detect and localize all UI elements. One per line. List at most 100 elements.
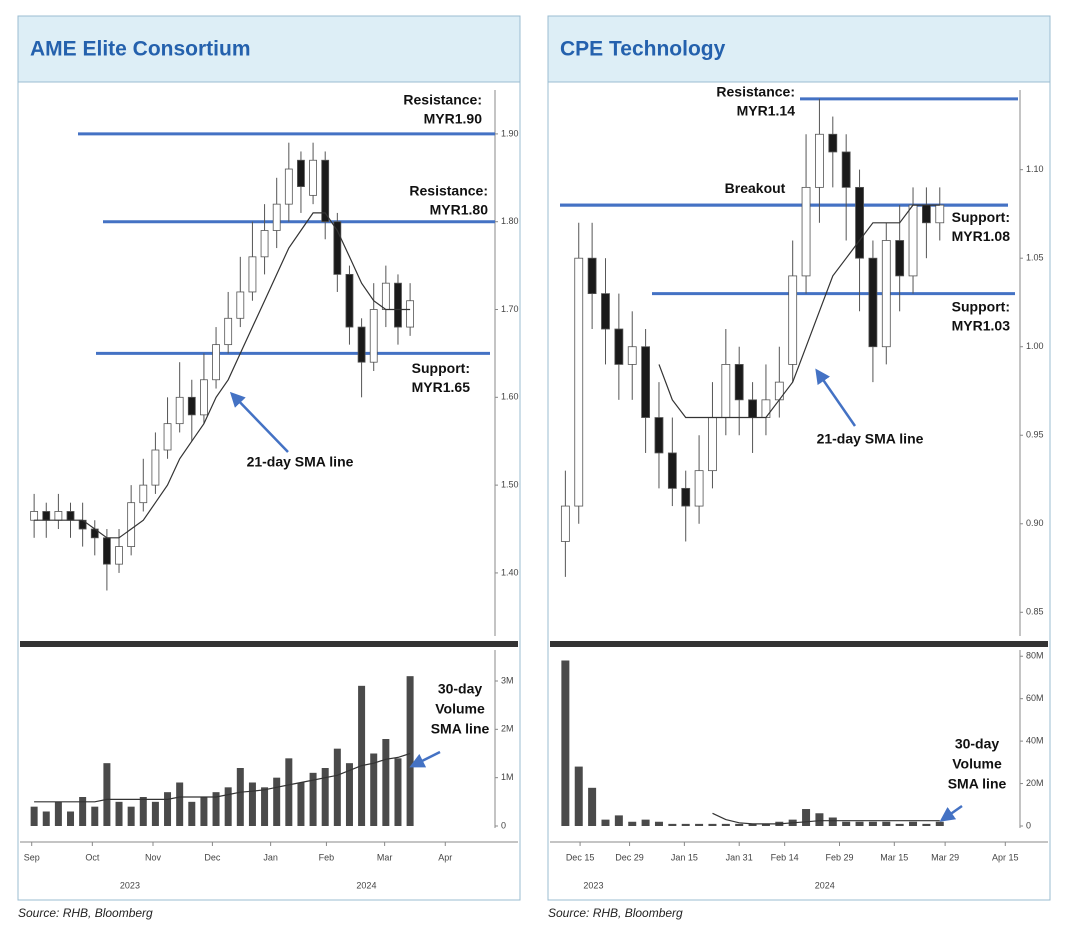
candle-body bbox=[139, 484, 148, 504]
volume-bar bbox=[127, 806, 135, 826]
candle-body bbox=[357, 326, 366, 363]
volume-bar bbox=[394, 758, 402, 826]
volume-bar bbox=[601, 819, 610, 826]
volume-bar bbox=[321, 768, 329, 826]
candle-body bbox=[587, 257, 597, 295]
volume-bar bbox=[297, 782, 305, 826]
volume-bar bbox=[708, 823, 717, 826]
candle-body bbox=[774, 381, 784, 401]
chart-panel: CPE Technology Source: RHB, Bloomberg 0.85… bbox=[547, 15, 1051, 920]
candle-body bbox=[788, 275, 798, 365]
y-tick-label: 0.90 bbox=[1026, 518, 1044, 528]
volume-bar bbox=[91, 806, 99, 826]
x-tick-label: Mar bbox=[377, 852, 393, 862]
volume-bar bbox=[574, 766, 583, 826]
volume-bar bbox=[935, 821, 944, 826]
volume-bar bbox=[285, 758, 293, 826]
x-tick-label: Jan 31 bbox=[726, 852, 753, 862]
level-label: MYR1.03 bbox=[952, 317, 1011, 333]
level-label: MYR1.90 bbox=[424, 111, 483, 127]
candle-body bbox=[868, 257, 878, 348]
sma-note: 21-day SMA line bbox=[817, 431, 924, 447]
level-label: Support: bbox=[952, 298, 1010, 314]
candle-body bbox=[641, 346, 650, 418]
x-tick-label: Jan bbox=[263, 852, 278, 862]
volume-bar bbox=[358, 685, 366, 826]
x-tick-label: Apr 15 bbox=[992, 852, 1019, 862]
candle-body bbox=[708, 417, 717, 472]
volume-note: Volume bbox=[952, 756, 1002, 772]
volume-bar bbox=[224, 787, 232, 826]
volume-bar bbox=[868, 821, 877, 826]
y-tick-label: 0.85 bbox=[1026, 607, 1044, 617]
candle-body bbox=[260, 230, 269, 258]
note-arrow bbox=[229, 391, 289, 453]
candle-body bbox=[560, 505, 570, 542]
x-tick-label: Apr bbox=[438, 852, 452, 862]
volume-tick-label: 0 bbox=[501, 820, 506, 830]
candle-body bbox=[284, 168, 293, 205]
volume-bar bbox=[761, 823, 770, 826]
x-tick-label: Feb 29 bbox=[825, 852, 853, 862]
candle-body bbox=[42, 511, 51, 521]
volume-bar bbox=[54, 801, 62, 826]
candle-body bbox=[102, 537, 111, 565]
volume-bar bbox=[842, 821, 851, 826]
source-note: Source: RHB, Bloomberg bbox=[18, 906, 153, 920]
candle-body bbox=[175, 396, 184, 425]
volume-bar bbox=[103, 763, 111, 826]
level-label: Resistance: bbox=[716, 84, 795, 100]
volume-bar bbox=[614, 815, 623, 826]
level-label: MYR1.08 bbox=[952, 228, 1011, 244]
y-tick-label: 1.00 bbox=[1026, 341, 1044, 351]
volume-bar bbox=[139, 797, 147, 826]
volume-sma-line bbox=[34, 752, 411, 803]
candle-body bbox=[654, 417, 664, 454]
volume-bar bbox=[30, 806, 38, 826]
level-label: MYR1.65 bbox=[412, 379, 471, 395]
volume-bar bbox=[151, 801, 159, 826]
candle-body bbox=[694, 470, 704, 507]
volume-bar bbox=[895, 823, 904, 826]
volume-bar bbox=[922, 823, 931, 826]
volume-bar bbox=[176, 782, 184, 826]
y-tick-label: 0.95 bbox=[1026, 430, 1044, 440]
candle-body bbox=[601, 293, 610, 330]
candle-body bbox=[895, 240, 905, 277]
volume-tick-label: 2M bbox=[501, 724, 514, 734]
y-tick-label: 1.90 bbox=[501, 128, 519, 138]
x-tick-label: Dec 29 bbox=[615, 852, 644, 862]
year-label: 2023 bbox=[583, 880, 603, 890]
candle-body bbox=[321, 159, 330, 223]
volume-tick-label: 0 bbox=[1026, 820, 1031, 830]
volume-bar bbox=[188, 801, 196, 826]
volume-bar bbox=[200, 797, 208, 826]
candle-body bbox=[734, 364, 744, 401]
candle-body bbox=[309, 159, 317, 196]
level-label: Resistance: bbox=[403, 92, 482, 108]
y-tick-label: 1.10 bbox=[1026, 164, 1044, 174]
volume-bar bbox=[345, 763, 353, 826]
volume-sma-line bbox=[712, 812, 940, 825]
level-label: Support: bbox=[952, 209, 1010, 225]
candle-body bbox=[115, 546, 123, 565]
volume-tick-label: 1M bbox=[501, 772, 514, 782]
year-label: 2024 bbox=[356, 880, 376, 890]
volume-bar bbox=[370, 753, 378, 826]
y-tick-label: 1.05 bbox=[1026, 253, 1044, 263]
volume-bar bbox=[248, 782, 256, 826]
x-tick-label: Sep bbox=[24, 852, 40, 862]
note-arrow bbox=[939, 804, 963, 822]
volume-bar bbox=[588, 787, 597, 826]
volume-bar bbox=[382, 739, 390, 826]
volume-tick-label: 80M bbox=[1026, 651, 1044, 661]
candle-body bbox=[935, 204, 945, 224]
candle-body bbox=[381, 282, 390, 310]
candle-body bbox=[212, 344, 220, 381]
volume-note: 30-day bbox=[438, 681, 483, 697]
chart-panel: AME Elite Consortium Source: RHB, Bloombe… bbox=[17, 15, 521, 920]
x-tick-label: Nov bbox=[145, 852, 162, 862]
candle-body bbox=[881, 240, 891, 348]
candle-body bbox=[614, 328, 624, 365]
